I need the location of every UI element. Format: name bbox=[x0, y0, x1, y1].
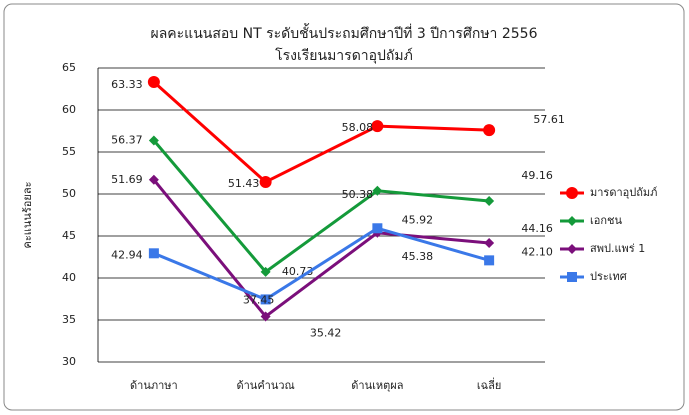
data-label: 44.16 bbox=[521, 222, 553, 235]
legend-label: มารดาอุปถัมภ์ bbox=[590, 186, 657, 199]
data-label: 58.08 bbox=[342, 121, 374, 134]
y-tick-label: 60 bbox=[62, 103, 76, 116]
data-label: 35.42 bbox=[310, 326, 342, 339]
data-label: 45.38 bbox=[402, 250, 434, 263]
data-label: 42.10 bbox=[521, 245, 553, 258]
data-label: 37.45 bbox=[243, 293, 275, 306]
y-tick-label: 30 bbox=[62, 355, 76, 368]
data-label: 49.16 bbox=[521, 169, 553, 182]
chart-subtitle: โรงเรียนมารดาอุปถัมภ์ bbox=[275, 47, 413, 64]
data-label: 57.61 bbox=[533, 113, 565, 126]
point bbox=[483, 124, 496, 137]
y-axis-label: คะแนนร้อยละ bbox=[21, 181, 34, 248]
data-label: 50.38 bbox=[342, 188, 374, 201]
y-tick-label: 55 bbox=[62, 145, 76, 158]
point bbox=[372, 185, 383, 196]
point bbox=[148, 135, 159, 146]
point bbox=[372, 223, 383, 234]
data-label: 63.33 bbox=[111, 78, 143, 91]
series-line bbox=[152, 80, 490, 184]
legend-label: สพป.แพร่ 1 bbox=[590, 242, 645, 255]
point bbox=[260, 266, 271, 277]
x-tick-label: ด้านภาษา bbox=[130, 379, 178, 392]
point bbox=[260, 311, 271, 322]
y-tick-label: 45 bbox=[62, 229, 76, 242]
series-line bbox=[152, 178, 490, 319]
point bbox=[484, 196, 495, 207]
data-label: 51.69 bbox=[111, 173, 143, 186]
point bbox=[259, 175, 272, 188]
point bbox=[484, 255, 495, 266]
x-tick-label: ด้านเหตุผล bbox=[351, 379, 403, 392]
point bbox=[260, 294, 271, 305]
legend-label: ประเทศ bbox=[590, 270, 627, 283]
point bbox=[567, 272, 577, 282]
data-label: 45.92 bbox=[402, 213, 434, 226]
point bbox=[148, 174, 159, 185]
y-tick-label: 35 bbox=[62, 313, 76, 326]
point bbox=[484, 238, 495, 249]
point bbox=[567, 244, 577, 254]
data-label: 56.37 bbox=[111, 133, 143, 146]
data-label: 51.43 bbox=[228, 177, 260, 190]
y-tick-label: 65 bbox=[62, 61, 76, 74]
series-line bbox=[153, 226, 490, 302]
y-tick-label: 50 bbox=[62, 187, 76, 200]
y-tick-label: 40 bbox=[62, 271, 76, 284]
point bbox=[567, 216, 577, 226]
chart-border bbox=[3, 3, 685, 411]
data-label: 42.94 bbox=[111, 248, 143, 261]
x-tick-label: ด้านคำนวณ bbox=[236, 379, 294, 392]
point bbox=[371, 120, 384, 133]
point bbox=[147, 76, 160, 89]
series-line bbox=[152, 139, 490, 274]
x-tick-label: เฉลี่ย bbox=[477, 377, 501, 392]
chart-title: ผลคะแนนสอบ NT ระดับชั้นประถมศึกษาปีที่ 3… bbox=[151, 23, 538, 42]
point bbox=[148, 248, 159, 259]
legend-label: เอกชน bbox=[590, 214, 622, 227]
point bbox=[566, 187, 578, 199]
